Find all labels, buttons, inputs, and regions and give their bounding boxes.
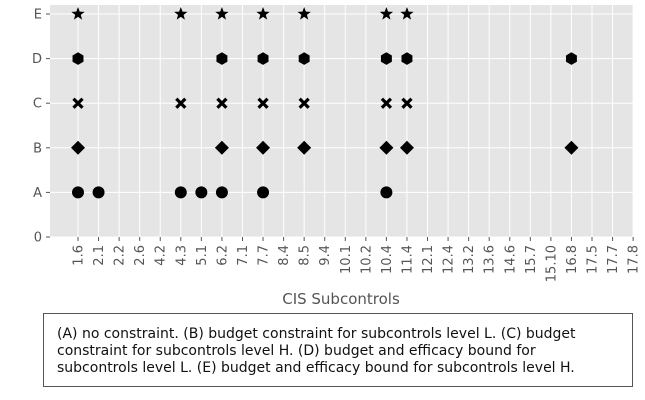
marker-e-8-5	[297, 7, 311, 20]
marker-e-10-4	[379, 7, 394, 20]
marker-e-7-7	[256, 7, 270, 20]
x-tick-label: 12.1	[421, 245, 436, 274]
marker-e-1-6	[71, 7, 85, 20]
x-tick-label: 16.8	[565, 245, 580, 274]
x-tick-label: 7.7	[257, 245, 272, 266]
marker-b-16-8	[564, 140, 579, 155]
x-tick-label: 7.1	[236, 245, 251, 266]
scatter-chart: 0 A B C D E 1.6 2.1 2.2 2.6 4.2 4.3 5.1 6.2 7.1 7.7 8.4…	[32, 5, 642, 308]
x-tick-label: 1.6	[72, 245, 87, 266]
marker-e-4-3	[174, 7, 188, 20]
y-tick-label: D	[32, 52, 42, 67]
x-tick-label: 13.2	[462, 245, 477, 274]
x-tick-label: 17.7	[606, 245, 621, 274]
marker-d-10-4	[380, 52, 392, 65]
marker-a-4-3	[174, 186, 187, 199]
x-tick-label: 12.4	[442, 245, 457, 274]
marker-d-16-8	[565, 52, 577, 65]
x-tick-label: 8.5	[298, 245, 313, 266]
marker-d-7-7	[257, 52, 269, 65]
y-tick-label: C	[33, 97, 42, 112]
x-tick-label: 2.1	[92, 245, 107, 266]
marker-a-5-1	[195, 186, 208, 199]
x-tick-label: 4.3	[174, 245, 189, 266]
x-tick-label: 2.6	[133, 245, 148, 266]
x-tick-label: 14.6	[503, 245, 518, 274]
marker-b-6-2	[214, 140, 229, 155]
marker-c-1-6	[72, 97, 84, 109]
x-tick-label: 11.4	[400, 245, 415, 274]
marker-d-8-5	[298, 52, 310, 65]
marker-d-1-6	[72, 52, 84, 65]
marker-e-11-4	[400, 7, 414, 20]
caption-box: (A) no constraint. (B) budget constraint…	[43, 313, 633, 387]
marker-c-4-3	[175, 97, 187, 109]
x-tick-label: 5.1	[195, 245, 210, 266]
x-axis-title: CIS Subcontrols	[282, 290, 400, 308]
marker-e-6-2	[215, 7, 229, 20]
x-tick-label: 13.6	[483, 245, 498, 274]
x-tick-label: 15.10	[544, 245, 559, 282]
grid-lines	[50, 5, 634, 238]
caption-text: (A) no constraint. (B) budget constraint…	[57, 326, 576, 376]
y-tick-label: E	[34, 8, 42, 23]
marker-c-7-7	[257, 97, 269, 109]
x-tick-label: 9.4	[318, 245, 333, 266]
y-tick-label: B	[33, 141, 42, 156]
marker-a-7-7	[257, 186, 270, 199]
marker-c-11-4	[401, 97, 413, 109]
marker-a-6-2	[215, 186, 228, 199]
x-tick-label: 10.2	[359, 245, 374, 274]
y-tick-label: A	[33, 186, 42, 201]
marker-a-10-4	[380, 186, 393, 199]
marker-c-10-4	[380, 97, 393, 109]
marker-b-8-5	[297, 140, 312, 155]
marker-c-8-5	[298, 97, 310, 109]
data-marks	[71, 7, 579, 199]
x-tick-label: 4.2	[154, 245, 169, 266]
plot-area	[50, 5, 633, 237]
x-tick-label: 2.2	[113, 245, 128, 266]
x-tick-label: 17.8	[627, 245, 642, 274]
x-tick-label: 17.5	[586, 245, 601, 274]
marker-d-11-4	[401, 52, 413, 65]
marker-a-2-1	[92, 186, 105, 199]
x-tick-label: 15.7	[524, 245, 539, 274]
y-axis: 0 A B C D E	[32, 8, 50, 246]
x-axis: 1.6 2.1 2.2 2.6 4.2 4.3 5.1 6.2 7.1 7.7 8.4 8.5 9.4 1…	[72, 237, 642, 282]
x-tick-label: 6.2	[215, 245, 230, 266]
marker-b-1-6	[71, 140, 85, 155]
marker-c-6-2	[216, 97, 228, 109]
marker-b-7-7	[256, 140, 271, 155]
marker-b-11-4	[399, 140, 414, 155]
x-tick-label: 10.1	[339, 245, 354, 274]
y-tick-label: 0	[34, 231, 42, 246]
x-tick-label: 8.4	[277, 245, 292, 266]
x-tick-label: 10.4	[380, 245, 395, 274]
marker-a-1-6	[72, 186, 84, 199]
marker-b-10-4	[379, 140, 394, 155]
marker-d-6-2	[216, 52, 228, 65]
